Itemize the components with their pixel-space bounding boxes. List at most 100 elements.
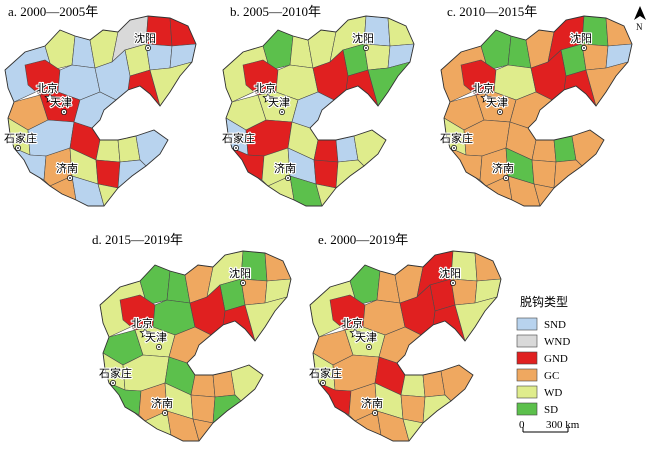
map-region [166,410,200,441]
map-region [553,159,583,189]
city-marker-icon [503,175,509,181]
map-region [387,17,414,47]
city-marker-icon [372,410,378,416]
legend-swatch [516,334,538,348]
legend-label: GND [544,353,568,365]
panel-title-c: c. 2010—2015年 [447,4,537,19]
city-label-jinan: 济南 [56,161,78,175]
map-region [264,252,291,282]
legend-label: GC [544,370,559,382]
legend-swatch [516,317,538,331]
capital-star-icon [349,327,361,338]
map-region [95,159,121,189]
city-label-jinan: 济南 [151,396,173,410]
legend: 脱钩类型 SND WND GND GC WD SD [516,294,570,416]
map-region [212,394,242,424]
panel-title-e: e. 2000—2019年 [318,232,408,247]
city-label-shenyang: 沈阳 [134,31,156,45]
scale-bar-zero: 0 [519,419,525,431]
map-region [169,17,196,47]
map-regions [310,251,501,441]
legend-label: SD [544,404,558,416]
city-marker-icon [61,109,67,115]
city-label-shenyang: 沈阳 [352,31,374,45]
legend-swatch [516,385,538,399]
city-label-beijing: 北京 [341,316,363,330]
map-region [313,139,339,163]
map-region [95,139,121,163]
map-region [335,159,365,189]
map-region [400,374,426,398]
capital-star-icon [262,92,274,103]
map-region [422,394,452,424]
city-marker-icon [67,175,73,181]
map-regions [223,16,414,206]
city-label-jinan: 济南 [361,396,383,410]
north-arrow-label: N [636,22,643,32]
scale-bar-distance: 300 km [546,419,580,431]
city-marker-icon [581,45,587,51]
legend-label: WND [544,336,570,348]
legend-title: 脱钩类型 [520,294,568,309]
city-label-beijing: 北京 [36,81,58,95]
scale-bar: 0 300 km [519,419,580,433]
capital-star-icon [44,92,56,103]
city-marker-icon [233,145,239,151]
map-region [605,17,632,47]
city-label-tianjin: 天津 [268,96,290,109]
city-label-tianjin: 天津 [355,331,377,344]
city-marker-icon [363,45,369,51]
city-label-tianjin: 天津 [145,331,167,344]
city-marker-icon [15,145,21,151]
capital-star-icon [480,92,492,103]
city-label-shijiazhuang: 石家庄 [440,131,473,145]
capital-star-icon [139,327,151,338]
panel-title-a: a. 2000—2005年 [8,4,98,19]
city-marker-icon [279,109,285,115]
map-region [289,175,323,206]
map-region [400,394,426,424]
map-region [531,159,557,189]
city-marker-icon [320,380,326,386]
legend-swatch [516,368,538,382]
city-label-shijiazhuang: 石家庄 [99,366,132,380]
north-arrow-icon: N [634,6,646,32]
map-region [313,159,339,189]
map-region [474,252,501,282]
city-label-shijiazhuang: 石家庄 [222,131,255,145]
legend-swatch [516,402,538,416]
city-label-beijing: 北京 [131,316,153,330]
city-marker-icon [145,45,151,51]
map-region [507,175,541,206]
city-marker-icon [366,344,372,350]
city-marker-icon [162,410,168,416]
city-marker-icon [451,145,457,151]
map-regions [441,16,632,206]
city-label-tianjin: 天津 [486,96,508,109]
city-marker-icon [450,280,456,286]
legend-label: SND [544,319,566,331]
map-regions [100,251,291,441]
panel-title-d: d. 2015—2019年 [92,232,183,247]
map-region [190,394,216,424]
map-regions [5,16,196,206]
city-label-shenyang: 沈阳 [570,31,592,45]
map-region [71,175,105,206]
city-label-shenyang: 沈阳 [439,266,461,280]
city-marker-icon [497,109,503,115]
city-label-shijiazhuang: 石家庄 [4,131,37,145]
city-marker-icon [285,175,291,181]
panel-title-b: b. 2005—2010年 [230,4,321,19]
map-region [376,410,410,441]
city-marker-icon [156,344,162,350]
map-region [117,159,147,189]
city-marker-icon [110,380,116,386]
legend-label: WD [544,387,562,399]
city-label-beijing: 北京 [472,81,494,95]
city-label-tianjin: 天津 [50,96,72,109]
